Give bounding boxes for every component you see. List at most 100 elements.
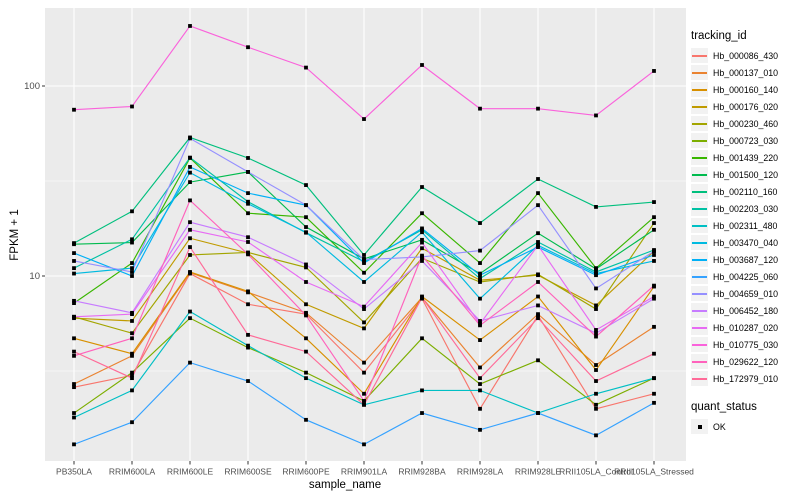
- data-point: [188, 309, 192, 314]
- legend-item-Hb_010287_020: Hb_010287_020: [691, 319, 799, 336]
- legend-key-line-icon: [691, 48, 708, 63]
- data-point: [304, 183, 308, 187]
- data-point: [478, 323, 482, 328]
- data-point: [362, 402, 366, 407]
- data-point: [246, 45, 250, 50]
- x-tick-label: RRIM928LE: [515, 467, 562, 477]
- data-point: [304, 215, 308, 220]
- data-point: [420, 185, 424, 189]
- data-point: [362, 270, 366, 275]
- legend-item-Hb_000086_430: Hb_000086_430: [691, 47, 799, 64]
- data-point: [304, 265, 308, 270]
- data-point: [246, 170, 250, 174]
- legend-color-title: tracking_id: [691, 30, 747, 42]
- legend-item-label: Hb_003687_120: [713, 254, 779, 265]
- data-point: [362, 391, 366, 396]
- data-point: [536, 294, 540, 299]
- data-point: [72, 271, 76, 276]
- data-point: [246, 156, 250, 160]
- legend-key-line-icon: [691, 286, 708, 301]
- data-point: [188, 180, 192, 185]
- data-point: [536, 312, 540, 317]
- legend-item-label: OK: [713, 421, 726, 432]
- data-point: [420, 230, 424, 235]
- x-tick-label: RRIM600PE: [282, 467, 330, 477]
- legend-item-label: Hb_003470_040: [713, 237, 779, 248]
- data-point: [652, 215, 656, 220]
- data-point: [72, 385, 76, 390]
- data-point: [246, 343, 250, 348]
- legend-item-label: Hb_029622_120: [713, 356, 779, 367]
- data-point: [130, 104, 134, 109]
- data-point: [72, 259, 76, 263]
- data-point: [246, 199, 250, 204]
- data-point: [246, 211, 250, 216]
- data-point: [304, 349, 308, 354]
- data-point: [130, 353, 134, 358]
- data-point: [130, 237, 134, 242]
- legend-item-Hb_000176_020: Hb_000176_020: [691, 98, 799, 115]
- legend-item-Hb_172979_010: Hb_172979_010: [691, 370, 799, 387]
- data-point: [594, 334, 598, 339]
- data-point: [304, 302, 308, 307]
- data-point: [246, 379, 250, 383]
- data-point: [652, 249, 656, 254]
- data-point: [536, 243, 540, 248]
- legend-item-label: Hb_002311_480: [713, 220, 778, 231]
- data-point: [188, 170, 192, 175]
- legend-item-Hb_000230_460: Hb_000230_460: [691, 115, 799, 132]
- data-point: [536, 358, 540, 363]
- data-point: [130, 373, 134, 378]
- data-point: [594, 402, 598, 407]
- data-point: [478, 319, 482, 323]
- legend-item-label: Hb_000230_460: [713, 118, 779, 129]
- data-point: [72, 411, 76, 415]
- data-point: [362, 326, 366, 331]
- data-point: [478, 248, 482, 253]
- legend-item-label: Hb_006452_180: [713, 305, 779, 316]
- data-point: [72, 266, 76, 271]
- legend-item-Hb_000723_030: Hb_000723_030: [691, 132, 799, 149]
- data-point: [478, 406, 482, 411]
- data-point: [130, 266, 134, 271]
- data-point: [130, 274, 134, 278]
- x-tick-label: RRIM928BA: [398, 467, 446, 477]
- legend-item-Hb_001439_220: Hb_001439_220: [691, 149, 799, 166]
- data-point: [594, 328, 598, 332]
- legend-item-label: Hb_002203_030: [713, 203, 779, 214]
- data-point: [72, 442, 76, 447]
- x-tick-label: RRIM901LA: [341, 467, 388, 477]
- data-point: [652, 227, 656, 232]
- legend-shape-title: quant_status: [691, 401, 757, 413]
- legend-key-line-icon: [691, 99, 708, 114]
- data-point: [594, 266, 598, 271]
- legend-key-square-icon: [691, 419, 708, 434]
- data-point: [246, 235, 250, 240]
- data-point: [72, 349, 76, 354]
- x-tick-label: RRII105LA_Stressed: [614, 467, 694, 477]
- data-point: [188, 24, 192, 28]
- data-point: [246, 240, 250, 244]
- data-point: [652, 200, 656, 204]
- data-point: [420, 295, 424, 300]
- data-point: [362, 261, 366, 265]
- data-point: [478, 273, 482, 278]
- data-point: [362, 320, 366, 325]
- data-point: [362, 399, 366, 403]
- data-point: [188, 253, 192, 257]
- legend-item-Hb_029622_120: Hb_029622_120: [691, 353, 799, 370]
- data-point: [188, 236, 192, 241]
- data-point: [246, 201, 250, 206]
- x-tick-label: RRIM600LE: [167, 467, 214, 477]
- data-point: [594, 391, 598, 396]
- data-point: [246, 252, 250, 257]
- data-point: [594, 303, 598, 308]
- data-point: [420, 259, 424, 263]
- data-point: [188, 136, 192, 141]
- data-point: [304, 65, 308, 70]
- data-point: [304, 310, 308, 315]
- data-point: [304, 370, 308, 375]
- data-point: [652, 221, 656, 225]
